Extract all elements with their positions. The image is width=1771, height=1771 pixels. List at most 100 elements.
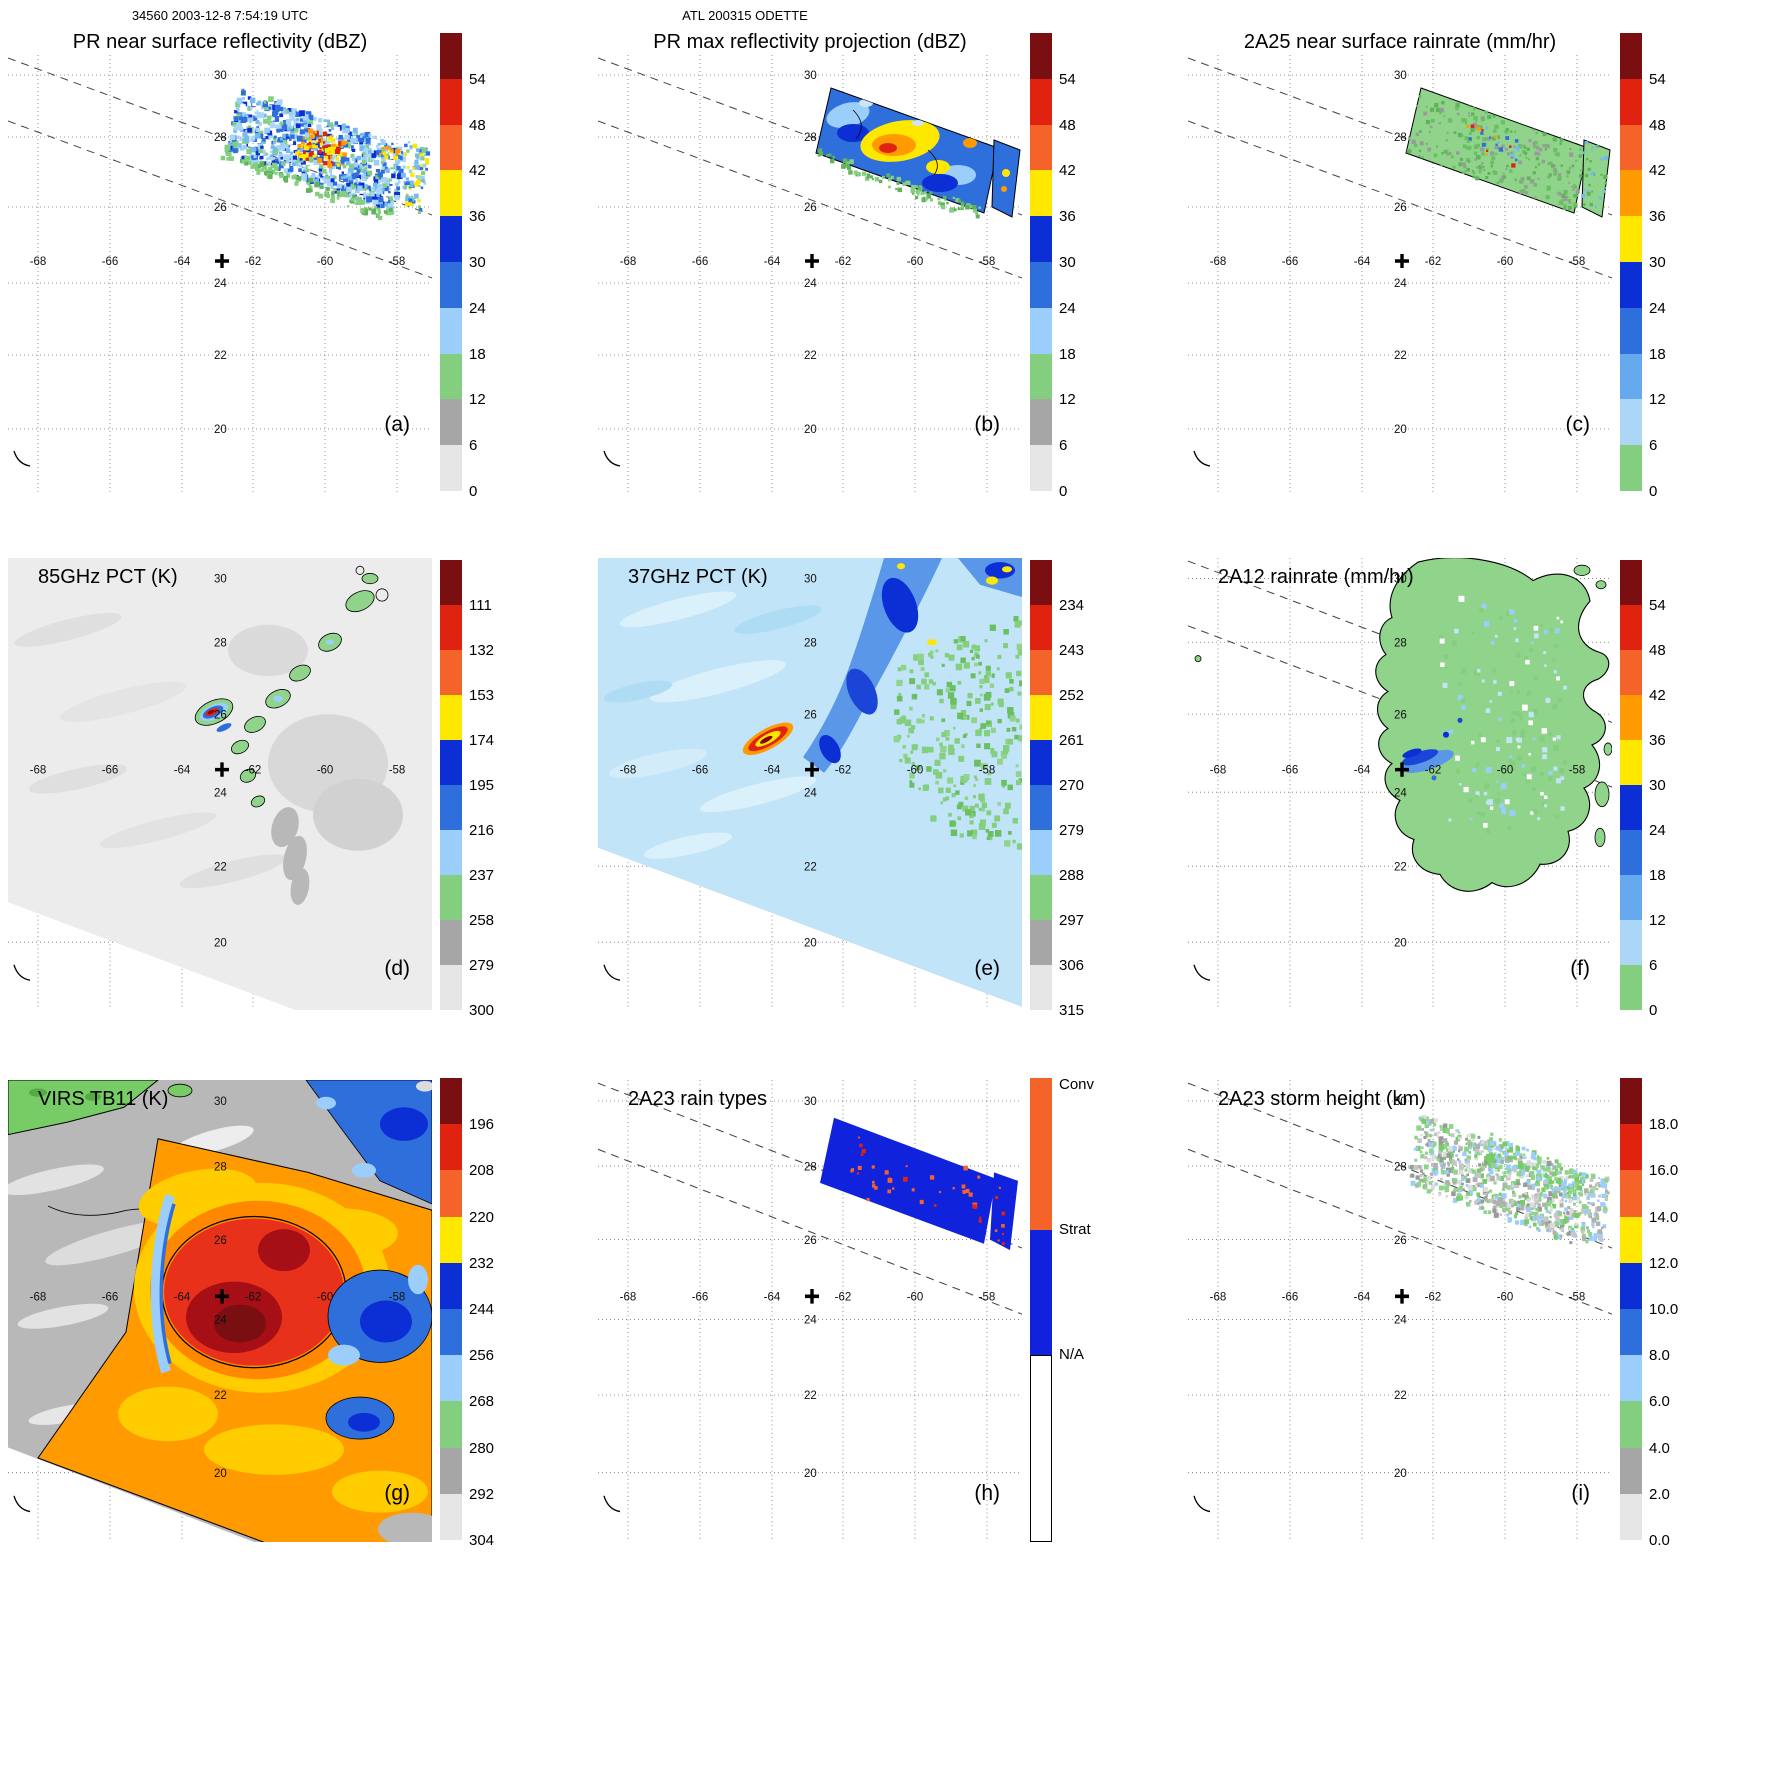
lon-axis-label: -62 <box>1425 256 1442 268</box>
speckle <box>949 208 954 213</box>
speckle <box>1522 1156 1525 1160</box>
speckle <box>330 156 333 159</box>
speckle <box>1501 144 1505 148</box>
speckle <box>921 714 926 718</box>
colorbar-tick: 6 <box>1059 437 1068 455</box>
colorbar-segment <box>440 1216 462 1263</box>
speckle <box>388 199 394 206</box>
speckle <box>388 190 391 194</box>
speckle <box>356 196 362 202</box>
speckle <box>1522 150 1526 154</box>
speckle <box>1478 1141 1483 1147</box>
speckle <box>997 1239 1000 1242</box>
speckle <box>346 157 350 161</box>
speckle <box>272 111 278 117</box>
speckle <box>917 193 920 196</box>
speckle <box>327 136 332 141</box>
speckle <box>1604 1186 1607 1190</box>
panel-letter: (c) <box>1566 413 1591 436</box>
speckle <box>409 184 412 188</box>
speckle <box>1533 1222 1537 1227</box>
speckle <box>351 145 354 149</box>
speckle <box>911 725 916 730</box>
speckle <box>338 141 343 146</box>
speckle <box>972 1204 977 1209</box>
speckle <box>1461 705 1466 710</box>
speckle <box>955 198 960 203</box>
speckle <box>1517 745 1521 749</box>
speckle <box>311 173 316 177</box>
speckle <box>1546 1157 1550 1160</box>
panel-title: 2A25 near surface rainrate (mm/hr) <box>1243 31 1557 53</box>
speckle <box>1578 1180 1582 1184</box>
speckle <box>418 184 421 187</box>
speckle <box>1587 1211 1590 1215</box>
speckle <box>1553 1190 1557 1195</box>
colorbar-segment <box>1030 605 1052 650</box>
speckle <box>1556 616 1560 620</box>
stratiform-region <box>820 1117 996 1244</box>
speckle <box>1515 1220 1520 1225</box>
speckle <box>956 644 963 651</box>
speckle <box>1546 185 1551 190</box>
speckle <box>1494 634 1498 638</box>
speckle <box>362 160 366 164</box>
speckle <box>290 125 294 129</box>
speckle <box>1499 1148 1503 1153</box>
speckle <box>340 185 345 190</box>
speckle <box>375 175 380 180</box>
speckle <box>1466 140 1470 143</box>
speckle <box>1483 783 1490 789</box>
speckle <box>1589 1184 1593 1188</box>
colorbar-segment <box>1620 1078 1642 1125</box>
speckle <box>321 137 326 142</box>
speckle <box>302 151 306 155</box>
speckle <box>1575 1185 1580 1190</box>
speckle <box>358 182 365 189</box>
lat-axis-label: 30 <box>804 573 817 586</box>
speckle <box>1537 1206 1542 1212</box>
speckle <box>1464 1146 1469 1152</box>
speckle <box>1559 143 1562 146</box>
speckle <box>302 114 309 121</box>
lon-axis-label: -68 <box>620 764 637 777</box>
speckle <box>1537 1160 1542 1165</box>
colorbar-tick: 30 <box>1649 254 1666 271</box>
speckle <box>861 171 866 176</box>
speckle <box>1444 1170 1449 1175</box>
speckle <box>944 199 947 202</box>
speckle <box>976 743 981 749</box>
speckle <box>1474 1156 1479 1161</box>
speckle <box>1443 115 1446 118</box>
speckle <box>1491 136 1496 141</box>
speckle <box>361 156 368 163</box>
speckle <box>1563 1188 1567 1193</box>
speckle <box>1466 145 1471 151</box>
speckle <box>1418 154 1421 157</box>
lat-axis-label: 28 <box>214 132 227 144</box>
speckle <box>1471 170 1474 173</box>
speckle <box>1508 1210 1512 1215</box>
colorbar-tick: 0 <box>1059 483 1068 500</box>
speckle <box>236 113 241 118</box>
speckle <box>1530 811 1534 815</box>
speckle <box>1545 697 1551 703</box>
panel-letter: (d) <box>384 956 410 980</box>
speckle <box>287 133 293 139</box>
speckle <box>1516 1171 1522 1177</box>
speckle <box>286 174 291 178</box>
speckle <box>365 138 372 144</box>
speckle <box>1493 1182 1497 1185</box>
colorbar-segment <box>440 920 462 965</box>
lon-axis-label: -60 <box>317 1290 334 1303</box>
speckle <box>1453 131 1457 134</box>
lat-axis-label: 30 <box>804 1095 817 1108</box>
speckle <box>1514 178 1518 182</box>
speckle <box>1495 143 1498 146</box>
colorbar-tick: 42 <box>1059 162 1076 180</box>
speckle <box>368 165 372 169</box>
speckle <box>858 1136 860 1139</box>
speckle <box>1466 1191 1470 1196</box>
speckle <box>262 101 268 108</box>
speckle <box>1582 151 1586 155</box>
